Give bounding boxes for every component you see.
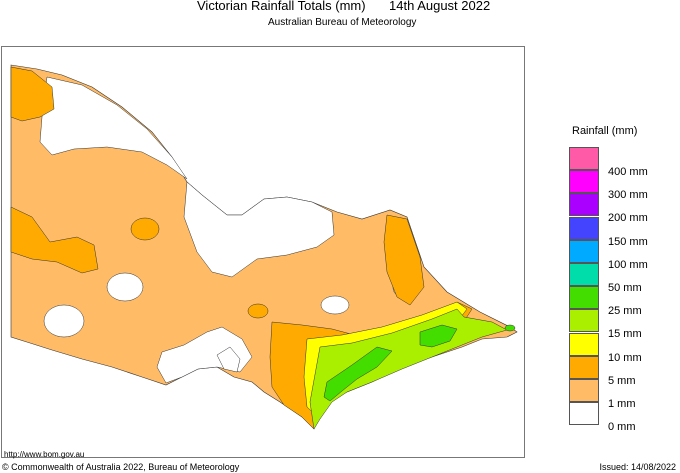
legend-label: 25 mm	[608, 305, 642, 318]
header: Victorian Rainfall Totals (mm) 14th Augu…	[0, 0, 680, 16]
legend-swatch	[569, 379, 599, 402]
legend-label: 10 mm	[608, 351, 642, 364]
legend-label: 50 mm	[608, 282, 642, 294]
bom-url[interactable]: http://www.bom.gov.au	[4, 450, 85, 459]
region-5mm-central	[130, 217, 160, 241]
region-0mm-hole-3	[320, 295, 350, 315]
legend-label: 0 mm	[608, 421, 636, 434]
legend-label: 15 mm	[608, 328, 642, 341]
region-0mm-northeast	[183, 181, 335, 278]
region-25mm-small	[504, 324, 516, 332]
legend-title: Rainfall (mm)	[572, 125, 638, 137]
legend-swatch	[569, 170, 599, 194]
region-0mm-north	[39, 76, 188, 180]
issued-date: Issued: 14/08/2022	[599, 462, 676, 472]
legend-swatch	[569, 216, 599, 240]
region-5mm-northeast	[383, 214, 425, 306]
legend-swatch	[569, 355, 599, 379]
legend-label: 150 mm	[608, 235, 648, 248]
region-0mm-hole-2	[43, 304, 85, 338]
map-date: 14th August 2022	[389, 0, 491, 13]
legend-swatch	[569, 193, 599, 217]
region-0mm-hole-1	[106, 272, 144, 302]
legend-swatch	[569, 263, 599, 286]
legend-label: 100 mm	[608, 258, 648, 271]
port-phillip-bay	[216, 346, 241, 373]
legend-label: 400 mm	[608, 166, 648, 178]
map-subtitle: Australian Bureau of Meteorology	[268, 17, 417, 28]
legend-swatch	[569, 147, 599, 170]
region-5mm-west	[10, 206, 99, 274]
legend-swatch	[569, 332, 599, 356]
legend-label: 200 mm	[608, 212, 648, 225]
map-frame	[1, 46, 525, 458]
map-title: Victorian Rainfall Totals (mm)	[197, 0, 366, 13]
region-25mm-east	[419, 324, 458, 348]
victoria-rainfall-map	[10, 64, 518, 430]
region-5mm-patch	[247, 303, 269, 319]
copyright-text: © Commonwealth of Australia 2022, Bureau…	[2, 462, 240, 472]
region-15mm-gippsland	[309, 308, 508, 430]
legend-label: 5 mm	[608, 374, 636, 387]
legend-swatch	[569, 309, 599, 333]
legend-swatch	[569, 402, 599, 426]
legend-label: 300 mm	[608, 189, 648, 202]
legend-swatch	[569, 239, 599, 263]
legend-swatch	[569, 286, 599, 310]
region-5mm-northwest	[10, 66, 55, 122]
legend-label: 1 mm	[608, 398, 636, 410]
region-25mm-gippsland	[323, 346, 393, 402]
